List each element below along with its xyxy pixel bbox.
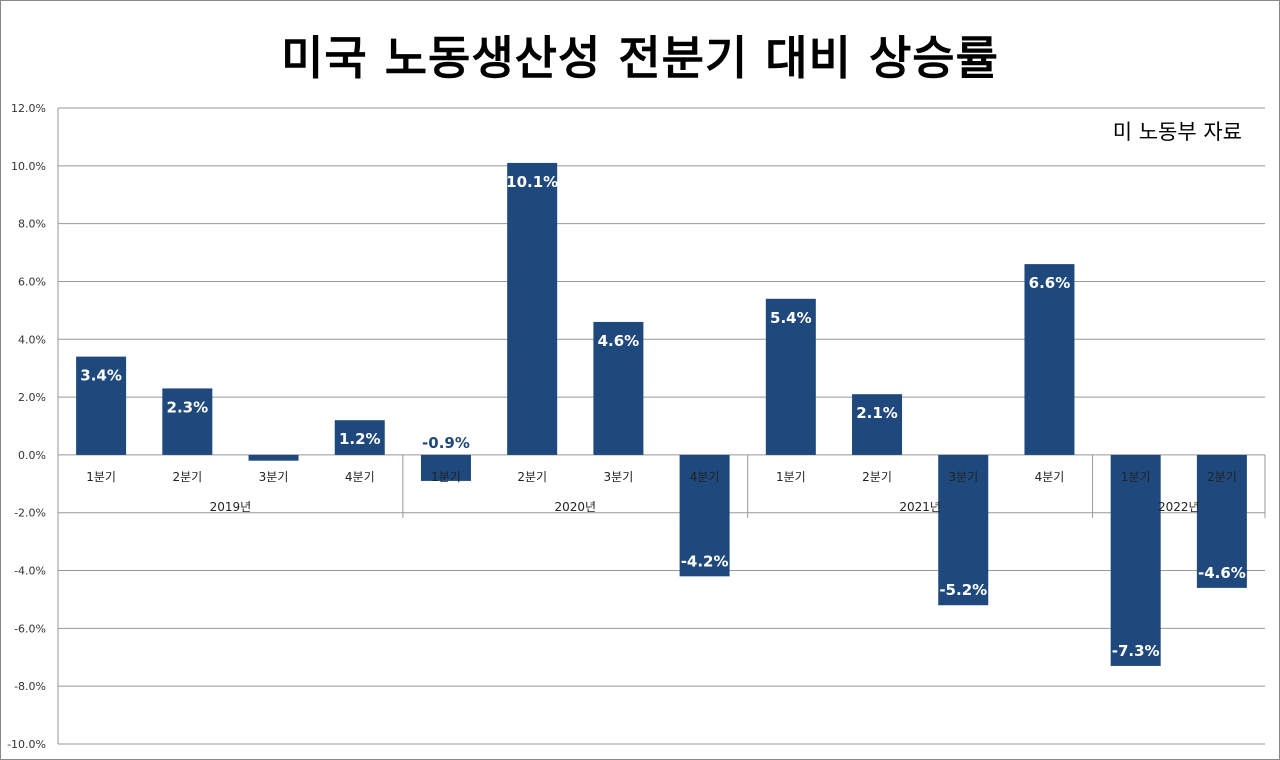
category-label: 3분기 [604,470,634,484]
bar [1024,264,1075,455]
data-label: 6.6% [1029,274,1071,292]
data-label: -4.2% [681,552,729,570]
bar [1110,454,1161,666]
data-label: -5.2% [939,581,987,599]
category-label: 1분기 [776,470,806,484]
bar [162,388,213,455]
category-label: 1분기 [1121,470,1151,484]
bar [76,356,127,455]
bar [852,394,903,455]
data-label: -4.6% [1198,564,1246,582]
category-label: 1분기 [431,470,461,484]
group-label: 2020년 [554,500,596,514]
y-tick-label: 6.0% [18,275,46,288]
data-label: 3.4% [80,367,122,385]
category-label: 4분기 [345,470,375,484]
bar [938,454,989,606]
bar [420,454,471,481]
data-label: 2.3% [167,398,209,416]
bar [248,454,299,461]
y-tick-label: 2.0% [18,391,46,404]
category-label: 4분기 [1035,470,1065,484]
data-label: -7.3% [1112,642,1160,660]
y-tick-label: 0.0% [18,449,46,462]
bar [334,420,385,455]
source-annotation: 미 노동부 자료 [1112,120,1242,144]
data-label: 2.1% [856,404,898,422]
category-label: 2분기 [862,470,892,484]
data-label: 5.4% [770,309,812,327]
bar [765,298,816,455]
group-label: 2022년 [1158,500,1200,514]
bar [507,162,558,455]
y-tick-label: 10.0% [11,160,46,173]
data-label: 4.6% [598,332,640,350]
y-tick-label: -8.0% [14,680,46,693]
y-tick-label: -4.0% [14,565,46,578]
y-tick-label: -2.0% [14,507,46,520]
bar [593,321,644,455]
chart-title: 미국 노동생산성 전분기 대비 상승률 [281,31,999,85]
data-label: 1.2% [339,430,381,448]
y-tick-label: 4.0% [18,333,46,346]
category-label: 2분기 [172,470,202,484]
y-tick-label: -10.0% [7,738,46,751]
group-label: 2021년 [899,500,941,514]
category-label: 2분기 [1207,470,1237,484]
y-tick-label: -6.0% [14,622,46,635]
category-label: 1분기 [86,470,116,484]
data-label: 10.1% [506,173,558,191]
category-label: 3분기 [259,470,289,484]
category-label: 4분기 [690,470,720,484]
data-label: -0.9% [422,434,470,452]
y-tick-label: 12.0% [11,102,46,115]
category-label: 3분기 [948,470,978,484]
group-label: 2019년 [210,500,252,514]
category-label: 2분기 [517,470,547,484]
bar [1196,454,1247,588]
bar [679,454,730,577]
y-tick-label: 8.0% [18,218,46,231]
